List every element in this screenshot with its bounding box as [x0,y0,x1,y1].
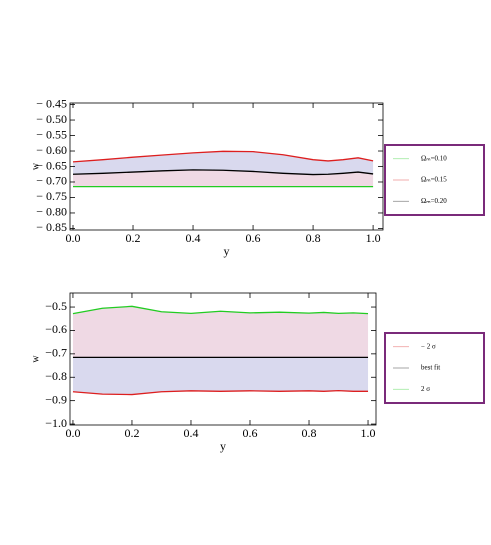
y-tick-label: −0.6 [45,322,67,336]
panel: − 0.45− 0.50− 0.55− 0.60− 0.65− 0.70− 0.… [30,96,485,258]
y-tick-label: − 0.50 [36,112,67,126]
legend-label: best fit [421,364,440,372]
y-tick-label: −1.0 [45,416,67,430]
x-tick-label: 0.6 [246,231,261,245]
legend: Ωₘ=0.10 Ωₘ=0.15 Ωₘ=0.20 [384,144,485,216]
x-tick-label: 0.4 [183,426,198,440]
legend-label: Ωₘ=0.15 [421,176,447,184]
series-line [72,150,374,163]
legend-label: Ωₘ=0.20 [421,197,447,205]
x-tick-label: 1.0 [361,426,376,440]
y-tick-label: − 0.75 [36,189,67,203]
band [72,306,369,358]
x-tick-label: 0.4 [186,231,201,245]
panel: −0.5 −0.6 −0.7 −0.8 −0.9 −1.00.0 0.2 0.4 0.6 0.8 1… [30,292,485,453]
legend: − 2 σ best fit 2 σ [384,332,485,404]
x-axis-label: y [220,439,226,453]
y-tick-label: −0.9 [45,392,67,406]
y-tick-label: − 0.70 [36,174,67,188]
plot-frame [69,292,377,426]
legend-label: Ωₘ=0.10 [421,154,447,162]
band [73,151,374,175]
legend-label: − 2 σ [421,342,436,350]
x-tick-label: 0.8 [302,426,317,440]
series-line [72,305,369,315]
x-tick-label: 0.2 [124,426,139,440]
x-tick-label: 0.6 [243,426,258,440]
x-axis-label: y [224,244,230,258]
x-tick-label: 0.2 [126,231,141,245]
y-tick-label: −0.7 [45,346,67,360]
y-axis-label: w [30,355,41,363]
y-tick-label: − 0.45 [36,96,67,110]
y-tick-label: − 0.80 [36,205,67,219]
band [72,357,369,395]
y-axis-label: w [30,162,41,170]
y-tick-label: −0.5 [45,299,67,313]
y-tick-label: − 0.65 [36,158,67,172]
y-tick-label: − 0.60 [36,143,67,157]
series-line [72,169,374,176]
x-tick-label: 0.0 [65,426,80,440]
y-tick-label: − 0.85 [36,220,67,234]
x-tick-label: 1.0 [366,231,381,245]
x-tick-label: 0.0 [66,231,81,245]
series-line [72,389,369,396]
legend-label: 2 σ [421,385,430,393]
x-tick-label: 0.8 [306,231,321,245]
y-tick-label: − 0.55 [36,127,67,141]
y-tick-label: −0.8 [45,369,67,383]
